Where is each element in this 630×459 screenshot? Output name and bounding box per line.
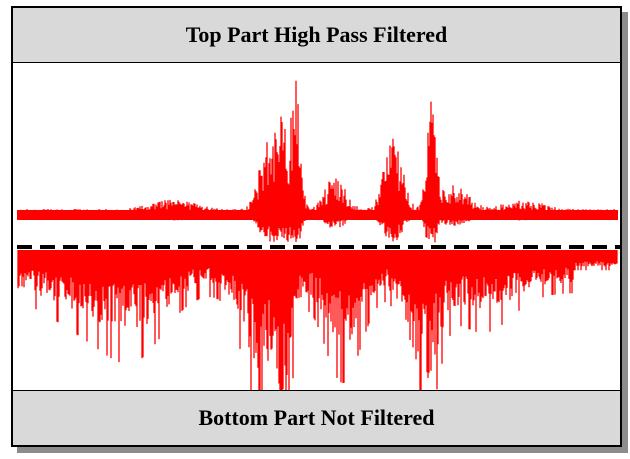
unfiltered-waveform-trace xyxy=(17,250,618,392)
waveform-svg xyxy=(17,80,620,392)
bottom-banner-label: Bottom Part Not Filtered xyxy=(198,405,435,430)
top-banner-label: Top Part High Pass Filtered xyxy=(185,22,448,47)
waveform-plot xyxy=(13,63,620,394)
filtered-baseline-band xyxy=(17,210,618,220)
filtered-waveform xyxy=(17,80,618,243)
unfiltered-waveform xyxy=(17,250,618,392)
figure-frame: Top Part High Pass Filtered Bottom Part … xyxy=(11,6,622,447)
top-banner: Top Part High Pass Filtered xyxy=(13,8,620,63)
bottom-banner: Bottom Part Not Filtered xyxy=(13,390,620,445)
